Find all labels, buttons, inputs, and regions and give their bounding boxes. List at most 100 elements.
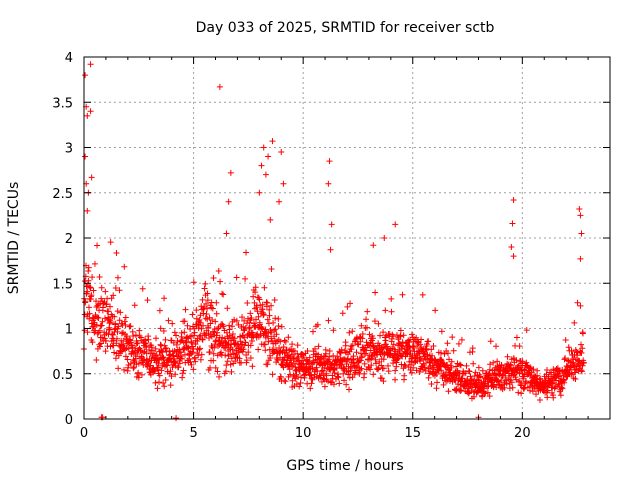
data-point xyxy=(224,358,231,365)
data-point xyxy=(330,327,337,334)
data-point xyxy=(289,341,296,348)
data-point xyxy=(227,361,234,368)
data-point xyxy=(343,381,350,388)
data-point xyxy=(136,327,143,334)
data-point xyxy=(130,332,137,339)
data-point xyxy=(380,378,387,385)
y-tick-label: 2.5 xyxy=(52,187,73,202)
data-point xyxy=(135,374,142,381)
data-point xyxy=(113,340,120,347)
data-point xyxy=(189,349,196,356)
data-point xyxy=(133,361,140,368)
data-point xyxy=(515,389,522,396)
data-point xyxy=(84,112,91,119)
data-point xyxy=(249,337,256,344)
data-point xyxy=(82,298,89,305)
data-point xyxy=(431,356,438,363)
data-point xyxy=(216,341,223,348)
data-point xyxy=(498,361,505,368)
data-point xyxy=(199,296,206,303)
data-point xyxy=(84,207,91,214)
data-point xyxy=(352,336,359,343)
data-point xyxy=(106,320,113,327)
data-point xyxy=(278,361,285,368)
data-point xyxy=(222,352,229,359)
x-tick-label: 15 xyxy=(404,426,421,441)
data-point xyxy=(466,368,473,375)
data-point xyxy=(207,364,214,371)
data-point xyxy=(325,180,332,187)
data-point xyxy=(579,345,586,352)
data-point xyxy=(465,367,472,374)
data-point xyxy=(487,338,494,345)
data-point xyxy=(132,355,139,362)
data-point xyxy=(561,356,568,363)
data-point xyxy=(282,378,289,385)
data-point xyxy=(414,338,421,345)
data-point xyxy=(113,335,120,342)
data-point xyxy=(160,380,167,387)
data-point xyxy=(223,329,230,336)
data-point xyxy=(444,361,451,368)
data-point xyxy=(117,309,124,316)
data-point xyxy=(191,329,198,336)
data-point xyxy=(94,242,101,249)
data-point xyxy=(416,368,423,375)
data-point xyxy=(455,340,462,347)
x-tick-label: 0 xyxy=(80,426,88,441)
data-point xyxy=(375,320,382,327)
y-tick-labels: 0 0.5 1 1.5 2 2.5 3 3.5 4 xyxy=(52,51,73,428)
data-point xyxy=(135,360,142,367)
data-point xyxy=(188,339,195,346)
data-point xyxy=(233,274,240,281)
data-point xyxy=(366,342,373,349)
data-point xyxy=(178,355,185,362)
data-point xyxy=(425,374,432,381)
data-point xyxy=(350,353,357,360)
data-point xyxy=(266,312,273,319)
data-point xyxy=(326,353,333,360)
data-point xyxy=(228,368,235,375)
data-point xyxy=(571,319,578,326)
data-point xyxy=(86,310,93,317)
data-point xyxy=(129,344,136,351)
data-point xyxy=(210,350,217,357)
y-tick-label: 1.5 xyxy=(52,277,73,292)
data-point xyxy=(113,249,120,256)
data-point xyxy=(577,255,584,262)
data-point xyxy=(133,340,140,347)
data-point xyxy=(211,344,218,351)
data-point xyxy=(110,292,117,299)
data-point xyxy=(346,329,353,336)
data-point xyxy=(264,299,271,306)
data-point xyxy=(134,339,141,346)
data-point xyxy=(490,359,497,366)
data-point xyxy=(181,351,188,358)
data-point xyxy=(197,345,204,352)
data-point xyxy=(576,206,583,213)
data-point xyxy=(297,379,304,386)
data-point xyxy=(508,244,515,251)
data-point xyxy=(401,361,408,368)
data-point xyxy=(420,350,427,357)
data-point xyxy=(199,336,206,343)
data-point xyxy=(380,344,387,351)
data-point xyxy=(516,377,523,384)
data-point xyxy=(87,108,94,115)
data-point xyxy=(264,316,271,323)
data-point xyxy=(156,357,163,364)
data-point xyxy=(239,314,246,321)
data-point xyxy=(534,367,541,374)
data-point xyxy=(344,303,351,310)
data-point xyxy=(184,345,191,352)
data-point xyxy=(145,336,152,343)
data-point xyxy=(323,376,330,383)
data-point xyxy=(475,364,482,371)
data-point xyxy=(579,362,586,369)
data-point xyxy=(98,295,105,302)
data-point xyxy=(161,383,168,390)
data-point xyxy=(139,285,146,292)
data-point xyxy=(339,310,346,317)
data-point xyxy=(544,387,551,394)
data-point xyxy=(107,319,114,326)
